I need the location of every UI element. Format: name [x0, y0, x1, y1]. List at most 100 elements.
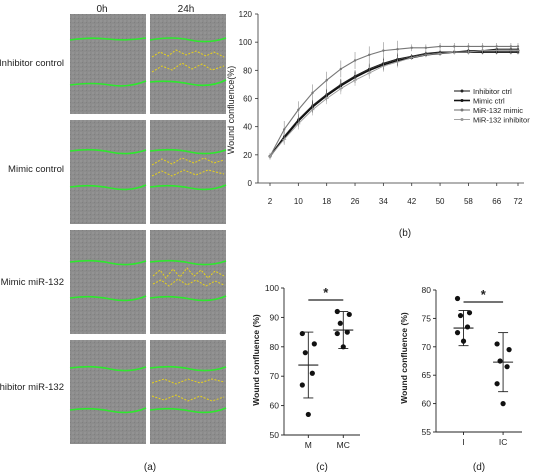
panel-a-caption: (a) — [144, 462, 156, 473]
panel-d-y-tick-label: 80 — [422, 285, 432, 295]
panel-d-data-point — [494, 341, 500, 347]
panel-b-point — [396, 48, 399, 51]
panel-d-y-tick-label: 55 — [422, 427, 432, 437]
panel-d-data-point — [454, 295, 461, 302]
panel-c-data-point — [334, 308, 340, 315]
panel-b-point — [516, 45, 520, 48]
panel-b-point — [382, 49, 385, 52]
panel-b-point — [467, 45, 470, 48]
row-label-mimic-control: Mimic control — [8, 164, 64, 175]
panel-c-y-tick-label: 90 — [270, 312, 280, 322]
panel-b-point — [311, 91, 314, 95]
panel-b-y-tick-label: 40 — [243, 123, 252, 132]
panel-d-dot-plot: Wound confluence (%) 55 60 65 70 75 80 I IC * (d… — [399, 285, 522, 473]
panel-b-point — [438, 45, 442, 48]
panel-b-point — [268, 154, 272, 159]
panel-c-data-point — [346, 311, 352, 318]
legend-marker — [460, 118, 464, 121]
panel-c-significance-star: * — [323, 285, 329, 300]
legend-label: MiR-132 mimic — [473, 106, 523, 115]
panel-b-point — [296, 121, 301, 126]
panel-b-y-tick-label: 80 — [243, 66, 252, 75]
panel-c-data-point — [311, 341, 317, 347]
panel-d-data-point — [466, 310, 473, 316]
panel-b-point — [353, 59, 357, 62]
panel-b-point — [339, 67, 343, 71]
panel-d-significance-star: * — [481, 287, 487, 302]
panel-c-data-point — [334, 330, 340, 337]
panel-d-data-point — [460, 338, 467, 344]
panel-c-y-tick-label: 50 — [270, 430, 280, 440]
panel-b-point — [509, 45, 513, 48]
panel-b-point — [480, 48, 485, 53]
panel-b-y-tick-label: 100 — [239, 38, 253, 47]
panel-c-data-point — [299, 330, 305, 337]
panel-c-x-tick-label: M — [305, 440, 312, 450]
panel-b-point — [424, 46, 428, 49]
panel-c-dot-plot: Wound confluence (%) 50 60 70 80 90 100 M MC * (… — [251, 283, 360, 473]
panel-b-point — [325, 78, 328, 82]
micrograph-mimic-mir132-0h — [69, 230, 147, 334]
panel-b-x-tick-label: 10 — [294, 197, 303, 206]
panel-b-x-tick-label: 58 — [464, 197, 473, 206]
legend-label: MiR-132 inhibitor — [473, 116, 530, 125]
legend-marker — [460, 89, 464, 93]
panel-b-x-tick-label: 18 — [322, 197, 331, 206]
panel-c-data-point — [299, 382, 305, 388]
panel-b-point — [395, 59, 400, 64]
panel-c-caption: (c) — [316, 462, 328, 473]
panel-c-ylabel: Wound confluence (%) — [251, 314, 261, 406]
row-label-inhibitor-control: Inhibitor control — [0, 58, 64, 69]
panel-b-point — [368, 53, 371, 57]
panel-d-data-point — [506, 347, 512, 353]
panel-d-data-point — [454, 330, 461, 336]
col-header-0h: 0h — [96, 4, 107, 15]
panel-b-point — [353, 78, 358, 83]
panel-b-point — [495, 45, 498, 48]
panel-d-data-point — [494, 381, 500, 387]
panel-b-y-tick-label: 20 — [243, 151, 252, 160]
panel-b-point — [481, 45, 484, 48]
panel-b-point — [508, 48, 513, 53]
micrograph-mimic-control-0h — [69, 120, 147, 224]
panel-b-x-tick-label: 26 — [351, 197, 360, 206]
panel-b-x-tick-label: 2 — [268, 197, 273, 206]
panel-b-series — [268, 40, 520, 160]
panel-b-line-chart: Wound confluence(%) 0 20 40 60 80 100 120 2 10 18… — [226, 10, 530, 239]
panel-b-point — [409, 55, 414, 60]
panel-d-ylabel: Wound confluence (%) — [399, 312, 409, 404]
panel-b-point — [367, 71, 372, 76]
micrograph-inhibitor-mir132-24h — [149, 340, 227, 444]
panel-b-x-tick-label: 42 — [407, 197, 416, 206]
panel-c-y-tick-label: 100 — [265, 283, 279, 293]
panel-b-point — [297, 108, 300, 111]
panel-d-y-tick-label: 75 — [422, 313, 432, 323]
row-label-mimic-mir132: Mimic miR-132 — [1, 277, 64, 288]
micrograph-inhibitor-control-24h — [149, 14, 227, 114]
panel-b-y-tick-label: 0 — [248, 179, 253, 188]
panel-b-x-tick-label: 50 — [436, 197, 445, 206]
panel-d-data-point — [497, 358, 503, 364]
panel-c-data-point — [309, 370, 315, 376]
panel-d-data-point — [464, 324, 471, 330]
panel-b-x-tick-label: 66 — [492, 197, 501, 206]
panel-b-x-tick-label: 72 — [514, 197, 523, 206]
panel-d-y-tick-label: 70 — [422, 342, 432, 352]
micrograph-inhibitor-mir132-0h — [69, 340, 147, 444]
panel-c-data-point — [337, 320, 343, 326]
legend-label: Inhibitor ctrl — [473, 87, 512, 96]
panel-b-caption: (b) — [399, 228, 411, 239]
panel-b-point — [438, 51, 443, 56]
panel-b-y-tick-label: 60 — [243, 95, 252, 104]
panel-c-y-tick-label: 80 — [270, 342, 280, 352]
legend-label: Mimic ctrl — [473, 97, 505, 106]
panel-b-point — [423, 52, 428, 57]
micrograph-inhibitor-control-0h — [69, 14, 147, 114]
panel-b-ylabel: Wound confluence(%) — [226, 66, 236, 154]
panel-c-y-tick-label: 60 — [270, 401, 280, 411]
panel-b-point — [324, 96, 329, 101]
panel-b-point — [282, 137, 287, 142]
col-header-24h: 24h — [178, 4, 195, 15]
